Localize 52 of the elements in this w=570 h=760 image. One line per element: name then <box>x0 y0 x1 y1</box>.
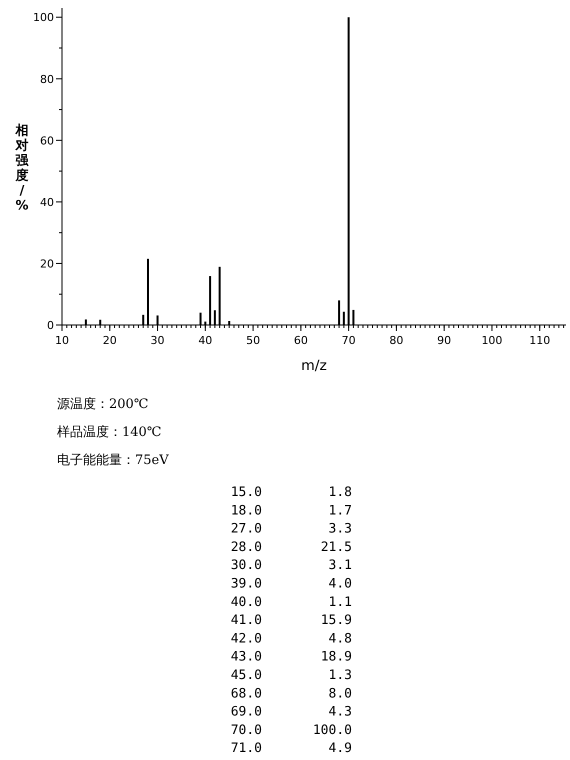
text: 1.7 <box>328 503 352 518</box>
x-tick-label: 20 <box>102 334 117 347</box>
text: 28.0 <box>230 540 262 555</box>
x-tick-label: 70 <box>342 334 356 347</box>
text: 71.0 <box>230 741 262 756</box>
y-tick-label: 20 <box>40 257 54 270</box>
x-tick-label: 90 <box>437 334 452 347</box>
y-tick-label: 0 <box>47 319 54 332</box>
y-tick-label: 40 <box>40 196 54 209</box>
text: 8.0 <box>328 686 352 702</box>
y-tick-label: 80 <box>40 72 54 86</box>
text: 样品温度：140℃ <box>57 424 162 440</box>
text: 18.9 <box>320 650 352 665</box>
text: 100.0 <box>312 722 352 738</box>
y-tick-label: 100 <box>33 11 54 24</box>
text: 电子能能量：75eV <box>57 453 170 468</box>
text: 43.0 <box>230 650 262 665</box>
text: 40.0 <box>230 594 262 610</box>
text: 69.0 <box>230 704 262 720</box>
text: 4.9 <box>328 741 352 756</box>
text: 30.0 <box>230 558 262 574</box>
text: 45.0 <box>230 668 262 683</box>
text: 15.0 <box>230 485 262 500</box>
text: 18.0 <box>230 503 262 518</box>
text: 21.5 <box>320 540 352 555</box>
text: 3.3 <box>328 522 352 537</box>
text: 3.1 <box>328 558 352 574</box>
x-tick-label: 50 <box>246 334 260 347</box>
text: 4.8 <box>328 631 352 646</box>
text: 1.3 <box>328 668 352 683</box>
text: 68.0 <box>230 686 262 702</box>
x-tick-label: 110 <box>529 334 550 347</box>
x-tick-label: 10 <box>55 334 69 347</box>
text: 4.3 <box>328 704 352 720</box>
x-axis-title: m/z <box>301 358 327 374</box>
y-axis-title: 相对强度/% <box>14 124 30 214</box>
text: 39.0 <box>230 576 262 592</box>
text: 1.1 <box>328 594 352 610</box>
y-tick-label: 60 <box>40 134 54 148</box>
x-tick-label: 100 <box>481 334 502 347</box>
text: 4.0 <box>328 576 352 592</box>
x-tick-label: 40 <box>198 334 212 347</box>
x-tick-label: 30 <box>150 334 165 347</box>
text: 41.0 <box>230 613 262 628</box>
text: 1.8 <box>328 485 352 500</box>
text: 27.0 <box>230 522 262 537</box>
text: 42.0 <box>230 631 262 646</box>
text: 源温度：200℃ <box>57 396 148 412</box>
x-tick-label: 80 <box>389 334 404 347</box>
text: 70.0 <box>230 722 262 738</box>
text: 15.9 <box>320 613 352 628</box>
x-tick-label: 60 <box>294 334 308 347</box>
